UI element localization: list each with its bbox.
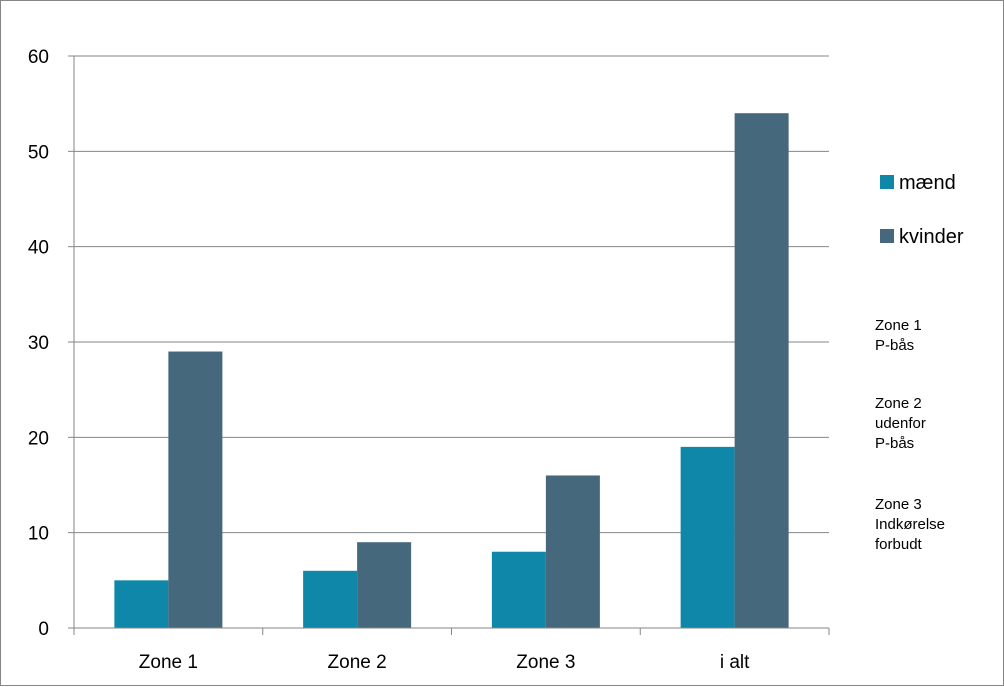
y-tick-label: 30 (28, 333, 49, 354)
bar-maend-3 (491, 551, 546, 628)
y-tick-label: 0 (38, 619, 49, 640)
y-tick-label: 50 (28, 142, 49, 163)
zone-note-line: Zone 1 (875, 317, 922, 334)
zone-note-line: forbudt (875, 536, 923, 553)
bar-maend-1 (114, 580, 169, 628)
x-tick-label: Zone 3 (516, 652, 575, 673)
bar-kvinder-3 (545, 475, 600, 628)
y-tick-label: 10 (28, 524, 49, 545)
x-tick-label: Zone 2 (328, 652, 387, 673)
zone-note-line: Zone 3 (875, 496, 922, 513)
y-tick-label: 60 (28, 47, 49, 68)
zone-note-line: P-bås (875, 337, 914, 354)
x-tick-label: Zone 1 (139, 652, 198, 673)
axes: 0 10 20 30 40 50 60 Zone 1 Zone 2 Zone 3 i alt (28, 47, 830, 673)
bar-kvinder-1 (168, 351, 223, 628)
bar-maend-2 (303, 570, 358, 628)
zone-note-line: P-bås (875, 435, 914, 452)
zone-note-line: udenfor (875, 415, 926, 432)
bar-kvinder-4 (734, 113, 789, 628)
x-tick-label: i alt (720, 652, 750, 673)
legend: mænd kvinder (880, 172, 964, 248)
legend-label: kvinder (899, 226, 964, 248)
y-tick-label: 20 (28, 428, 49, 449)
bar-kvinder-2 (357, 542, 412, 628)
legend-label: mænd (899, 172, 956, 194)
zone-note-line: Zone 2 (875, 395, 922, 412)
bars (114, 113, 789, 628)
legend-swatch (880, 175, 894, 189)
zone-note-line: Indkørelse (875, 516, 945, 533)
zone-notes: Zone 1 P-bås Zone 2 udenfor P-bås Zone 3 Indkø… (875, 317, 945, 553)
bar-maend-4 (680, 446, 735, 628)
legend-swatch (880, 229, 894, 243)
y-tick-label: 40 (28, 238, 49, 259)
